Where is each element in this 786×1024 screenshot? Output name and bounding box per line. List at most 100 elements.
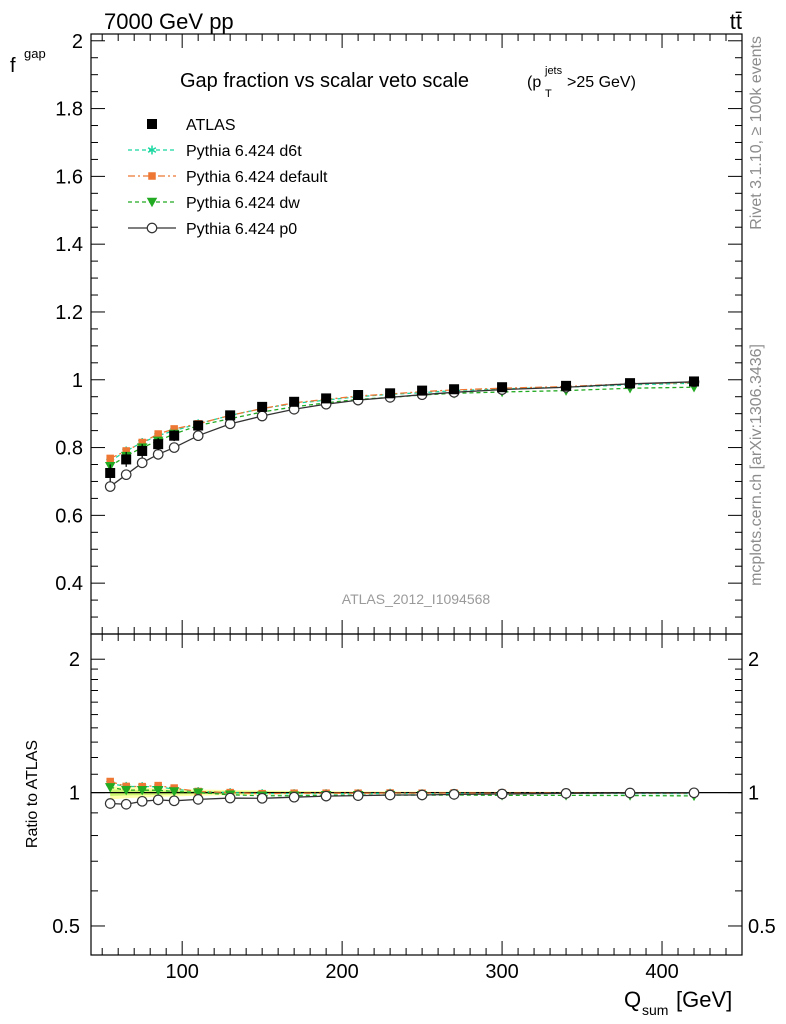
ratio-point-pythia-6-424-p0 <box>320 790 332 802</box>
ratio-tick-label: 0.5 <box>52 916 80 938</box>
x-axis-label-subscript: sum <box>642 1002 668 1018</box>
y-tick-label: 0.6 <box>55 505 83 527</box>
ratio-tick-label: 1 <box>69 783 80 805</box>
data-point-pythia-6-424-default <box>170 425 178 433</box>
legend-marker-pythia-6-424-default <box>148 172 156 180</box>
x-tick-label: 100 <box>165 961 198 983</box>
data-point-pythia-6-424-default <box>154 430 162 438</box>
y-tick-label: 1.8 <box>55 99 83 121</box>
data-point-pythia-6-424-p0 <box>104 481 116 492</box>
data-point-atlas <box>169 430 180 441</box>
legend-label-atlas: ATLAS <box>186 117 236 134</box>
ratio-plot-area: 100 200 300 400 0.5 1 2 0.5 1 2 <box>52 633 776 983</box>
ratio-tick-label-right: 1 <box>748 783 759 805</box>
y-tick-label: 1 <box>72 370 83 392</box>
data-point-pythia-6-424-p0 <box>192 430 204 442</box>
ratio-point-pythia-6-424-p0 <box>384 789 396 801</box>
data-point-pythia-6-424-p0 <box>152 448 164 460</box>
data-point-atlas <box>449 384 460 395</box>
ratio-tick-label-right: 0.5 <box>748 916 776 938</box>
title-cut-superscript: jets <box>544 65 563 77</box>
ratio-point-pythia-6-424-p0 <box>448 789 460 800</box>
main-plot-area: 0.4 0.6 0.8 1 1.2 1.4 1.6 1.8 2 <box>55 31 743 635</box>
data-point-atlas <box>257 401 268 412</box>
ratio-point-pythia-6-424-dw <box>192 788 204 798</box>
data-point-pythia-6-424-p0 <box>224 418 236 430</box>
ratio-point-pythia-6-424-p0 <box>224 792 236 804</box>
ratio-point-pythia-6-424-p0 <box>152 794 164 806</box>
y-tick-label: 1.4 <box>55 234 83 256</box>
ratio-point-pythia-6-424-p0 <box>560 788 572 799</box>
data-point-atlas <box>417 385 428 396</box>
data-point-atlas <box>561 380 572 391</box>
ratio-point-pythia-6-424-p0 <box>168 795 180 807</box>
data-point-atlas <box>689 376 700 387</box>
ratio-point-pythia-6-424-p0 <box>104 798 116 809</box>
ratio-point-pythia-6-424-dw <box>104 783 116 793</box>
legend-marker-pythia-6-424-p0 <box>146 222 158 234</box>
data-point-pythia-6-424-p0 <box>256 410 268 422</box>
data-point-atlas <box>137 445 148 456</box>
legend-label-pythia-6-424-default: Pythia 6.424 default <box>186 169 328 186</box>
ratio-point-pythia-6-424-p0 <box>352 790 364 801</box>
data-point-atlas <box>385 388 396 399</box>
ratio-point-pythia-6-424-p0 <box>120 798 132 810</box>
energy-label: 7000 GeV pp <box>104 9 234 34</box>
data-point-atlas <box>321 393 332 404</box>
data-point-atlas <box>105 467 116 478</box>
ratio-point-pythia-6-424-p0 <box>288 791 300 803</box>
ratio-point-pythia-6-424-p0 <box>256 792 268 804</box>
legend-marker-atlas <box>147 119 157 129</box>
legend-marker-pythia-6-424-d6t <box>147 145 157 155</box>
data-point-atlas <box>289 396 300 407</box>
data-point-pythia-6-424-p0 <box>120 469 132 481</box>
ratio-point-pythia-6-424-p0 <box>416 789 428 801</box>
y-axis-label-subscript: gap <box>24 46 46 61</box>
data-point-atlas <box>121 454 132 465</box>
chart-title: Gap fraction vs scalar veto scale <box>180 70 469 92</box>
y-tick-label: 0.8 <box>55 438 83 460</box>
legend-label-pythia-6-424-p0: Pythia 6.424 p0 <box>186 221 297 238</box>
data-point-pythia-6-424-p0 <box>168 442 180 453</box>
ratio-tick-label: 2 <box>69 649 80 671</box>
ratio-axis-label: Ratio to ATLAS <box>24 740 41 848</box>
source-label: mcplots.cern.ch [arXiv:1306.3436] <box>748 344 765 586</box>
ratio-point-pythia-6-424-dw <box>152 786 164 796</box>
data-point-pythia-6-424-default <box>122 447 130 455</box>
y-tick-label: 2 <box>72 31 83 53</box>
y-axis-label: f <box>10 55 16 77</box>
analysis-watermark: ATLAS_2012_I1094568 <box>342 591 491 607</box>
rivet-version-label: Rivet 3.1.10, ≥ 100k events <box>748 36 765 230</box>
data-point-atlas <box>497 382 508 393</box>
x-tick-label: 300 <box>485 961 518 983</box>
y-tick-label: 1.6 <box>55 166 83 188</box>
y-tick-label: 0.4 <box>55 573 83 595</box>
title-cut-subscript: T <box>545 88 552 100</box>
data-point-pythia-6-424-p0 <box>136 457 148 469</box>
ratio-tick-label-right: 2 <box>748 649 759 671</box>
data-point-atlas <box>353 390 364 401</box>
ratio-point-pythia-6-424-p0 <box>688 787 700 799</box>
data-point-pythia-6-424-default <box>106 454 114 463</box>
data-point-atlas <box>193 420 204 431</box>
ratio-point-pythia-6-424-dw <box>168 787 180 797</box>
ratio-plot-frame <box>90 633 743 956</box>
ratio-point-pythia-6-424-dw <box>120 785 132 796</box>
title-cut-close: >25 GeV) <box>567 74 636 91</box>
ratio-point-pythia-6-424-p0 <box>496 788 508 800</box>
ratio-point-pythia-6-424-p0 <box>136 795 148 807</box>
x-tick-label: 200 <box>325 961 358 983</box>
data-point-atlas <box>625 378 636 389</box>
x-tick-label: 400 <box>645 961 678 983</box>
data-point-atlas <box>225 410 236 421</box>
y-tick-label: 1.2 <box>55 302 83 324</box>
ratio-point-pythia-6-424-default <box>154 781 162 790</box>
ratio-point-pythia-6-424-p0 <box>624 787 636 799</box>
legend: ATLAS Pythia 6.424 d6t Pythia 6.424 defaul… <box>128 117 328 238</box>
x-axis-label-unit: [GeV] <box>676 987 732 1012</box>
title-cut-open: (p <box>527 74 541 91</box>
data-point-atlas <box>153 439 164 450</box>
legend-label-pythia-6-424-dw: Pythia 6.424 dw <box>186 195 300 212</box>
ratio-point-pythia-6-424-dw <box>136 785 148 796</box>
